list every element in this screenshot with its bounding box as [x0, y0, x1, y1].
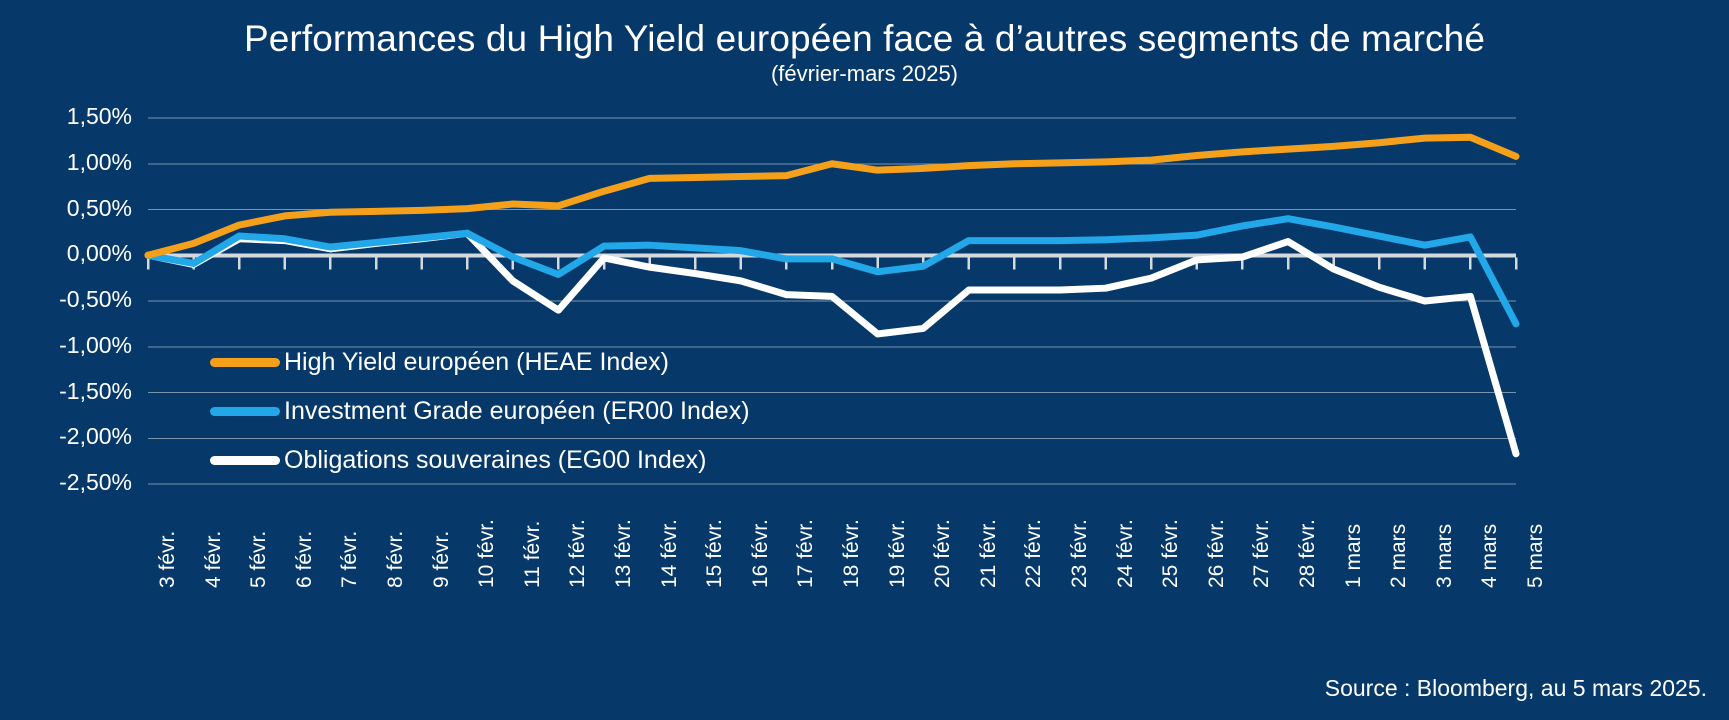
- legend-item-investment[interactable]: Investment Grade européen (ER00 Index): [210, 387, 750, 436]
- x-axis-label: 10 févr.: [475, 519, 499, 588]
- x-axis-label: 5 mars: [1524, 523, 1547, 588]
- x-axis-label: 3 mars: [1432, 523, 1456, 588]
- x-axis-label: 24 févr.: [1113, 519, 1137, 588]
- y-axis-label: -2,00%: [59, 423, 132, 450]
- y-axis-label: 0,50%: [66, 194, 132, 221]
- x-axis-label: 28 févr.: [1296, 519, 1319, 588]
- legend-item-obligations[interactable]: Obligations souveraines (EG00 Index): [210, 436, 750, 485]
- x-axis-label: 15 févr.: [703, 519, 727, 588]
- title-block: Performances du High Yield européen face…: [0, 18, 1729, 87]
- y-axis-label: 1,50%: [66, 103, 132, 129]
- x-axis-label: 1 mars: [1341, 523, 1365, 588]
- x-axis-label: 8 févr.: [384, 530, 407, 588]
- x-axis-label: 27 févr.: [1250, 519, 1274, 588]
- series-line-0: [144, 133, 1520, 259]
- chart-legend: High Yield européen (HEAE Index) Investme…: [210, 338, 750, 485]
- chart-subtitle: (février-mars 2025): [770, 61, 959, 87]
- legend-swatch-icon: [210, 456, 280, 465]
- x-axis-label: 13 févr.: [612, 519, 635, 588]
- x-axis-label: 26 févr.: [1204, 519, 1228, 588]
- legend-item-high[interactable]: High Yield européen (HEAE Index): [210, 338, 750, 387]
- x-axis-label: 11 févr.: [520, 520, 544, 588]
- x-axis-label: 25 févr.: [1159, 519, 1183, 588]
- x-axis-label: 6 févr.: [292, 530, 316, 588]
- x-axis-label: 4 mars: [1478, 523, 1502, 588]
- x-axis-label: 12 févr.: [566, 519, 590, 588]
- x-axis-label: 4 févr.: [201, 530, 225, 588]
- x-axis-label: 2 mars: [1387, 523, 1411, 588]
- x-axis-label: 9 févr.: [429, 530, 453, 588]
- x-axis-label: 3 févr.: [156, 530, 179, 588]
- legend-label: Investment Grade européen (ER00 Index): [284, 397, 750, 425]
- x-axis-label: 22 févr.: [1022, 519, 1046, 588]
- y-axis-label: -2,50%: [59, 469, 132, 495]
- x-axis-label: 14 févr.: [657, 519, 681, 588]
- x-axis-label: 21 févr.: [976, 519, 1000, 588]
- legend-swatch-icon: [210, 358, 280, 367]
- x-axis-label: 17 févr.: [794, 519, 818, 588]
- legend-label: Obligations souveraines (EG00 Index): [284, 446, 707, 474]
- y-axis-label: 0,00%: [66, 240, 132, 267]
- x-axis-label: 18 févr.: [840, 519, 863, 588]
- page-title: Performances du High Yield européen face…: [243, 18, 1486, 59]
- series-line-1: [144, 215, 1520, 328]
- x-axis-label: 23 févr.: [1068, 519, 1091, 588]
- y-axis-label: -1,00%: [59, 331, 132, 358]
- y-axis-label: 1,00%: [66, 148, 132, 175]
- source-note: Source : Bloomberg, au 5 mars 2025.: [1324, 675, 1707, 701]
- y-axis-label: -1,50%: [59, 377, 132, 404]
- x-axis-label: 7 févr.: [338, 530, 362, 588]
- legend-label: High Yield européen (HEAE Index): [284, 348, 669, 376]
- y-axis-label: -0,50%: [59, 286, 132, 312]
- legend-swatch-icon: [210, 407, 280, 416]
- x-axis-label: 19 févr.: [885, 519, 909, 588]
- x-axis-label: 16 févr.: [748, 519, 772, 588]
- x-axis-label: 20 févr.: [931, 519, 955, 588]
- x-axis-label: 5 févr.: [247, 530, 271, 588]
